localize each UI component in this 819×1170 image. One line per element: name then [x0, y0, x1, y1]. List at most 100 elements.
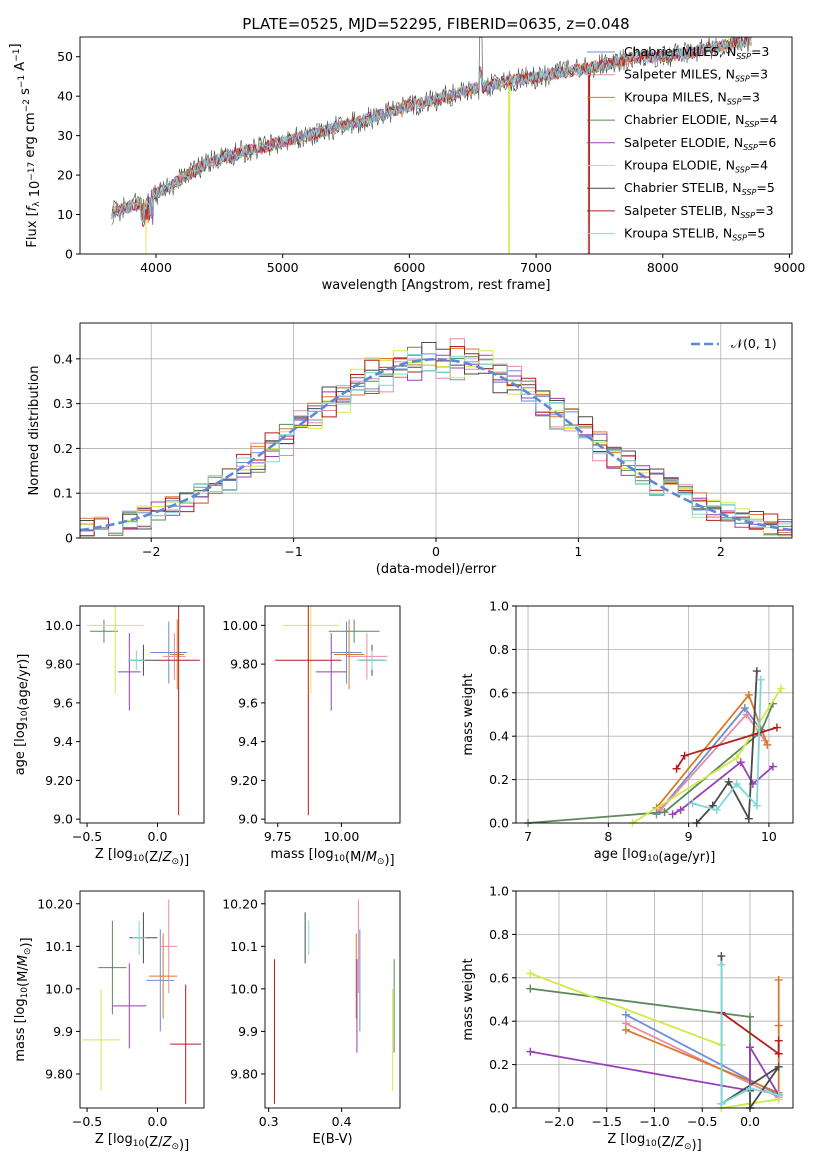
- legend-label: 𝒩(0, 1): [731, 336, 777, 351]
- y-tick-label: 10.20: [37, 896, 73, 911]
- y-tick-label: 10.1: [45, 939, 73, 954]
- weight-line-salpeter-elodie: [530, 1043, 780, 1096]
- y-axis-label: mass weight: [461, 673, 476, 755]
- y-tick-label: 9.80: [45, 657, 73, 672]
- x-tick-label: 1: [574, 544, 582, 559]
- y-tick-label: 9.0: [238, 812, 258, 827]
- y-tick-label: 0: [65, 531, 73, 546]
- weight-marker: [768, 762, 777, 771]
- residuals-panel: −2 −1 0 1 2 0 0.1 0.2 0.3 0.4 (data-model)/error No…: [27, 322, 793, 577]
- y-tick-label: 0.8: [489, 642, 509, 657]
- weight-marker: [744, 690, 753, 699]
- y-tick-label: 0.4: [489, 1014, 509, 1029]
- age_vs_mass-panel: 9.75 10.00 9.0 9.20 9.4 9.6 9.80 10.00 mass [log…: [222, 605, 401, 868]
- y-tick-label: 0.6: [489, 685, 509, 700]
- x-tick-label: −1: [284, 544, 302, 559]
- weight-marker: [744, 814, 753, 823]
- y-tick-label: 9.9: [53, 1024, 73, 1039]
- mass_vs_Z-panel: −0.5 0.0 9.80 9.9 10.0 10.1 10.20 Z [log10(Z/Z⊙…: [13, 890, 205, 1153]
- y-tick-label: 0.1: [53, 486, 73, 501]
- legend-label: Salpeter STELIB, NSSP=3: [624, 203, 774, 220]
- normal-reference-curve: [80, 357, 792, 532]
- x-tick-label: 9000: [774, 260, 806, 275]
- y-tick-label: 10.1: [230, 939, 258, 954]
- mass_vs_ebv-panel: 0.3 0.4 9.80 9.9 10.0 10.1 10.20 E(B-V): [222, 890, 401, 1147]
- axes-frame: [264, 605, 401, 824]
- y-axis-label: mass weight: [461, 958, 476, 1040]
- x-tick-label: 10.00: [324, 829, 360, 844]
- y-tick-label: 9.4: [53, 734, 73, 749]
- spectrum-legend: Chabrier MILES, NSSP=3 Salpeter MILES, NS…: [587, 44, 778, 243]
- weight-marker: [763, 740, 772, 749]
- spectrum-lines: [111, 37, 752, 254]
- x-tick-label: 0.0: [740, 1114, 760, 1129]
- weight-marker: [526, 969, 535, 978]
- histogram-steps: [80, 338, 792, 537]
- weight-line-chabrier-elodie: [530, 987, 751, 1104]
- x-tick-label: 8: [604, 829, 612, 844]
- legend-label: Kroupa ELODIE, NSSP=4: [624, 158, 768, 175]
- x-tick-label: 8000: [647, 260, 679, 275]
- x-axis-label: E(B-V): [312, 1132, 352, 1147]
- axes-frame: [264, 890, 401, 1109]
- y-tick-label: 10.0: [45, 981, 73, 996]
- y-tick-label: 0.2: [489, 772, 509, 787]
- y-tick-label: 10.0: [230, 981, 258, 996]
- weight-marker: [717, 960, 726, 969]
- weight-marker: [660, 808, 669, 817]
- x-tick-label: −0.5: [72, 1114, 102, 1129]
- spectrum-series-salpeter-elodie: [111, 37, 752, 225]
- x-tick-label: −0.5: [72, 829, 102, 844]
- weight-marker: [752, 667, 761, 676]
- y-tick-label: 1.0: [489, 599, 509, 614]
- y-axis-label: age [log10(age/yr)]: [13, 654, 31, 776]
- weight_vs_age-panel: 7 8 9 10 0.0 0.2 0.4 0.6 0.8 1.0 age [log10(age/yr…: [461, 599, 794, 865]
- weight-marker: [717, 952, 726, 961]
- x-tick-label: 0.0: [148, 829, 168, 844]
- y-tick-label: 1.0: [489, 884, 509, 899]
- spectrum-series-salpeter-stelib: [111, 37, 751, 254]
- y-tick-label: 0.0: [489, 1101, 509, 1116]
- legend-label: Salpeter ELODIE, NSSP=6: [624, 135, 776, 152]
- weight-marker: [724, 777, 733, 786]
- histogram-kroupa-stelib: [80, 353, 792, 534]
- axes-frame: [515, 605, 794, 824]
- x-axis-label: age [log10(age/yr)]: [594, 847, 716, 865]
- y-tick-label: 10.00: [222, 618, 258, 633]
- weight-marker: [746, 1084, 755, 1093]
- x-tick-label: −1.0: [639, 1114, 669, 1129]
- weight-marker: [774, 1049, 783, 1058]
- y-tick-label: 9.20: [45, 773, 73, 788]
- x-tick-label: 7000: [520, 260, 552, 275]
- weight-line-kroupa-stelib: [720, 964, 779, 1106]
- y-axis-label: Normed distribution: [27, 366, 42, 496]
- legend-label: Chabrier MILES, NSSP=3: [624, 44, 769, 61]
- y-tick-label: 0.3: [53, 396, 73, 411]
- weight-marker: [621, 1010, 630, 1019]
- x-tick-label: 0.0: [148, 1114, 168, 1129]
- y-tick-label: 50: [57, 49, 73, 64]
- y-tick-label: 9.80: [230, 657, 258, 672]
- weight-marker: [712, 805, 721, 814]
- weight-marker: [752, 801, 761, 810]
- legend-label: Kroupa MILES, NSSP=3: [624, 89, 760, 106]
- x-tick-label: 0: [432, 544, 440, 559]
- y-tick-label: 0.8: [489, 927, 509, 942]
- y-tick-label: 10.20: [222, 896, 258, 911]
- spectrum-series-kroupa-stelib: [111, 37, 752, 223]
- y-tick-label: 30: [57, 128, 73, 143]
- weight-marker: [736, 758, 745, 767]
- y-tick-label: 20: [57, 168, 73, 183]
- x-tick-label: 7: [524, 829, 532, 844]
- y-tick-label: 9.4: [238, 734, 258, 749]
- y-tick-label: 40: [57, 89, 73, 104]
- axes-frame: [79, 605, 205, 824]
- weight-line-chabrier-elodie: [527, 703, 774, 824]
- x-tick-label: −1.5: [592, 1114, 622, 1129]
- weight-marker: [672, 764, 681, 773]
- weight-marker: [688, 799, 697, 808]
- weight-line-salpeter-miles: [625, 1022, 780, 1099]
- y-tick-label: 9.6: [53, 695, 73, 710]
- x-tick-label: 9.75: [264, 829, 292, 844]
